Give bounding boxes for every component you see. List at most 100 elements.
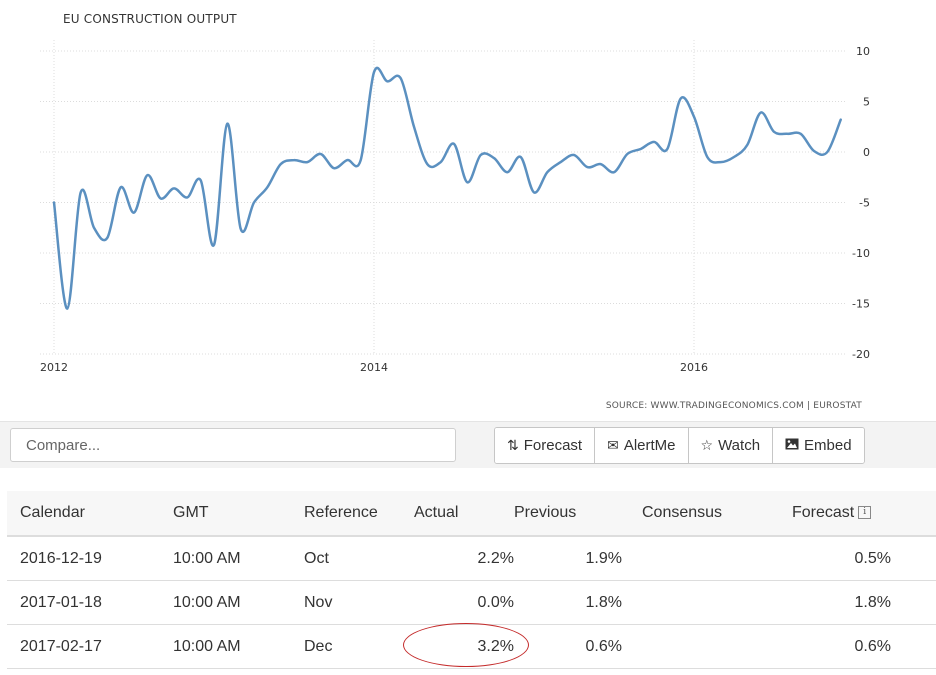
data-point xyxy=(799,132,803,136)
data-point xyxy=(465,180,469,184)
cell-consensus xyxy=(622,624,792,669)
forecast-button-label: Forecast xyxy=(523,437,583,454)
data-point xyxy=(292,158,296,162)
data-point xyxy=(372,70,376,74)
cell-actual: 2.2% xyxy=(414,536,514,581)
data-point xyxy=(172,186,176,190)
data-point xyxy=(359,158,363,162)
cell-reference: Oct xyxy=(304,536,414,581)
data-point xyxy=(545,170,549,174)
data-point xyxy=(425,162,429,166)
y-tick-label: 5 xyxy=(863,96,870,109)
header-forecast-label: Forecast xyxy=(792,504,855,521)
data-point xyxy=(92,226,96,230)
sort-arrows-icon: ⇅ xyxy=(507,437,519,454)
data-point xyxy=(319,152,323,156)
data-point xyxy=(385,79,389,83)
cell-calendar: 2016-12-19 xyxy=(7,536,173,581)
data-point xyxy=(412,125,416,129)
x-tick-label: 2014 xyxy=(360,361,388,374)
header-consensus-label: Consensus xyxy=(642,504,723,521)
data-point xyxy=(65,307,69,311)
chart-title: EU CONSTRUCTION OUTPUT xyxy=(63,12,237,26)
embed-button[interactable]: Embed xyxy=(773,428,864,463)
y-tick-label: -15 xyxy=(852,298,870,311)
cell-gmt: 10:00 AM xyxy=(173,536,304,581)
cell-calendar: 2017-02-17 xyxy=(7,624,173,669)
table-row: 2016-12-19 10:00 AM Oct 2.2% 1.9% 0.5% xyxy=(7,536,936,581)
data-point xyxy=(772,130,776,134)
data-point xyxy=(399,76,403,80)
header-reference: Reference xyxy=(304,491,414,537)
data-point xyxy=(679,97,683,101)
compare-input[interactable] xyxy=(10,428,456,462)
watch-button-label: Watch xyxy=(718,437,761,454)
alertme-button-label: AlertMe xyxy=(623,437,676,454)
header-previous: Previous xyxy=(514,491,622,537)
data-point xyxy=(252,201,256,205)
data-point xyxy=(652,140,656,144)
series-line xyxy=(52,66,842,310)
data-point xyxy=(759,111,763,115)
y-tick-label: -10 xyxy=(852,247,870,260)
data-point xyxy=(745,143,749,147)
cell-reference: Nov xyxy=(304,580,414,625)
chart-source: SOURCE: WWW.TRADINGECONOMICS.COM | EUROS… xyxy=(606,401,862,411)
y-tick-label: 0 xyxy=(863,146,870,159)
envelope-icon: ✉ xyxy=(607,437,619,454)
cell-consensus xyxy=(622,536,792,581)
data-point xyxy=(732,155,736,159)
y-tick-label: -20 xyxy=(852,348,870,361)
data-point xyxy=(265,185,269,189)
data-point xyxy=(625,152,629,156)
header-gmt: GMT xyxy=(173,491,304,537)
cell-calendar: 2017-01-18 xyxy=(7,580,173,625)
data-point xyxy=(519,155,523,159)
data-point xyxy=(532,190,536,194)
info-icon[interactable]: i xyxy=(858,506,872,520)
data-point xyxy=(145,173,149,177)
cell-forecast: 0.6% xyxy=(792,624,936,669)
cell-previous: 1.9% xyxy=(514,536,622,581)
data-point xyxy=(332,166,336,170)
line-chart: EU CONSTRUCTION OUTPUT 2012 2014 2016 10 5 0… xyxy=(40,12,870,411)
data-point xyxy=(439,160,443,164)
table-row: 2017-02-17 10:00 AM Dec 3.2% 0.6% 0.6% xyxy=(7,624,936,669)
data-point xyxy=(785,132,789,136)
data-point xyxy=(132,211,136,215)
data-point xyxy=(839,118,843,122)
data-point xyxy=(305,160,309,164)
data-point xyxy=(825,150,829,154)
data-point xyxy=(225,122,229,126)
data-point xyxy=(612,170,616,174)
data-point xyxy=(452,142,456,146)
embed-button-label: Embed xyxy=(804,437,852,454)
data-point xyxy=(505,170,509,174)
data-point xyxy=(279,162,283,166)
x-tick-label: 2016 xyxy=(680,361,708,374)
x-tick-label: 2012 xyxy=(40,361,68,374)
data-point xyxy=(239,227,243,231)
data-point xyxy=(665,147,669,151)
alertme-button[interactable]: ✉ AlertMe xyxy=(595,428,689,463)
cell-reference: Dec xyxy=(304,624,414,669)
watch-button[interactable]: ☆ Watch xyxy=(688,428,774,463)
cell-gmt: 10:00 AM xyxy=(173,624,304,669)
grid-lines xyxy=(40,40,845,355)
data-point xyxy=(572,153,576,157)
header-actual-label: Actual xyxy=(414,504,459,521)
data-point xyxy=(479,153,483,157)
header-actual: Actual xyxy=(414,491,514,537)
forecast-button[interactable]: ⇅ Forecast xyxy=(495,428,596,463)
header-consensus: Consensus xyxy=(622,491,792,537)
calendar-table: Calendar GMT Reference Actual Previous C… xyxy=(7,491,936,669)
cell-gmt: 10:00 AM xyxy=(173,580,304,625)
data-point xyxy=(559,160,563,164)
data-point xyxy=(599,162,603,166)
data-point xyxy=(52,201,56,205)
y-tick-label: -5 xyxy=(859,197,870,210)
chart-toolbar: ⇅ Forecast ✉ AlertMe ☆ Watch Embed xyxy=(0,421,936,468)
cell-actual: 3.2% xyxy=(414,624,514,669)
cell-forecast: 1.8% xyxy=(792,580,936,625)
data-point xyxy=(705,155,709,159)
